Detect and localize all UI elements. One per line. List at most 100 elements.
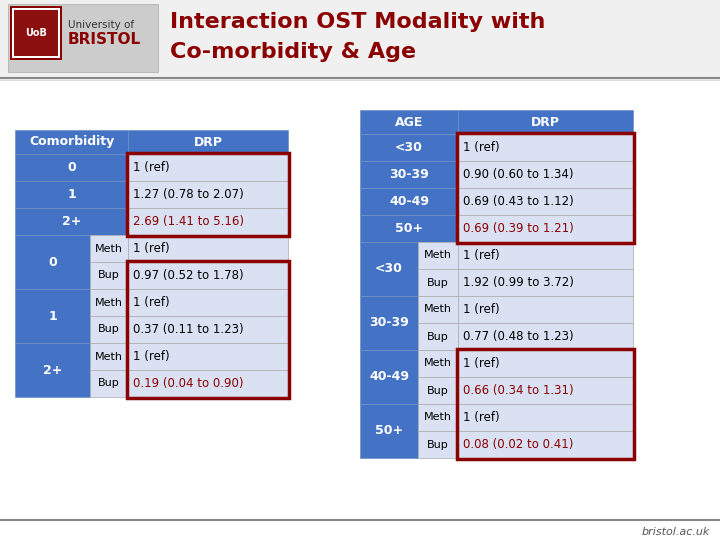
Bar bbox=[15, 208, 128, 235]
Bar bbox=[90, 370, 128, 397]
Text: 0.69 (0.43 to 1.12): 0.69 (0.43 to 1.12) bbox=[463, 195, 574, 208]
Text: 0.69 (0.39 to 1.21): 0.69 (0.39 to 1.21) bbox=[463, 222, 574, 235]
Bar bbox=[90, 235, 128, 262]
Text: 1.92 (0.99 to 3.72): 1.92 (0.99 to 3.72) bbox=[463, 276, 574, 289]
Bar bbox=[458, 161, 633, 188]
Text: 50+: 50+ bbox=[395, 222, 423, 235]
Bar bbox=[458, 377, 633, 404]
Bar bbox=[90, 262, 128, 289]
Text: 40-49: 40-49 bbox=[389, 195, 429, 208]
Text: 0.77 (0.48 to 1.23): 0.77 (0.48 to 1.23) bbox=[463, 330, 574, 343]
Text: 1: 1 bbox=[67, 188, 76, 201]
Bar bbox=[457, 133, 634, 243]
Text: 0.19 (0.04 to 0.90): 0.19 (0.04 to 0.90) bbox=[133, 377, 243, 390]
Text: 0.66 (0.34 to 1.31): 0.66 (0.34 to 1.31) bbox=[463, 384, 574, 397]
Bar bbox=[127, 153, 289, 236]
Text: Meth: Meth bbox=[95, 352, 123, 361]
Text: DRP: DRP bbox=[194, 136, 222, 148]
Text: 1 (ref): 1 (ref) bbox=[133, 242, 170, 255]
Bar bbox=[128, 370, 288, 397]
Bar bbox=[12, 8, 60, 58]
Bar bbox=[360, 110, 458, 134]
Bar bbox=[90, 343, 128, 370]
Text: Meth: Meth bbox=[424, 359, 452, 368]
Bar bbox=[418, 323, 458, 350]
Bar bbox=[418, 269, 458, 296]
Bar bbox=[10, 6, 62, 60]
Bar bbox=[15, 343, 90, 397]
Bar bbox=[360, 161, 458, 188]
Bar bbox=[15, 130, 128, 154]
Text: Bup: Bup bbox=[427, 386, 449, 395]
Bar bbox=[418, 431, 458, 458]
Text: UoB: UoB bbox=[25, 28, 47, 38]
Bar bbox=[0, 0, 720, 80]
Bar bbox=[458, 431, 633, 458]
Text: Co-morbidity & Age: Co-morbidity & Age bbox=[170, 42, 416, 62]
Bar bbox=[127, 261, 289, 398]
Text: Meth: Meth bbox=[424, 251, 452, 260]
Text: 0.08 (0.02 to 0.41): 0.08 (0.02 to 0.41) bbox=[463, 438, 573, 451]
Text: 1 (ref): 1 (ref) bbox=[463, 303, 500, 316]
Text: bristol.ac.uk: bristol.ac.uk bbox=[642, 527, 710, 537]
Text: 0: 0 bbox=[67, 161, 76, 174]
Bar bbox=[418, 350, 458, 377]
Bar bbox=[128, 130, 288, 154]
Text: 1.27 (0.78 to 2.07): 1.27 (0.78 to 2.07) bbox=[133, 188, 244, 201]
Bar bbox=[418, 377, 458, 404]
Bar bbox=[128, 343, 288, 370]
Bar bbox=[458, 188, 633, 215]
Text: Bup: Bup bbox=[98, 271, 120, 280]
Bar bbox=[458, 296, 633, 323]
Text: 30-39: 30-39 bbox=[369, 316, 409, 329]
Bar bbox=[128, 316, 288, 343]
Text: 1 (ref): 1 (ref) bbox=[133, 350, 170, 363]
Bar bbox=[128, 289, 288, 316]
Text: Comorbidity: Comorbidity bbox=[29, 136, 114, 148]
Text: AGE: AGE bbox=[395, 116, 423, 129]
Bar bbox=[90, 289, 128, 316]
Text: 1 (ref): 1 (ref) bbox=[463, 249, 500, 262]
Bar bbox=[458, 134, 633, 161]
Bar bbox=[458, 323, 633, 350]
Text: <30: <30 bbox=[375, 262, 403, 275]
Bar bbox=[458, 350, 633, 377]
Bar bbox=[15, 154, 128, 181]
Text: Meth: Meth bbox=[424, 305, 452, 314]
Bar bbox=[360, 215, 458, 242]
Text: 2.69 (1.41 to 5.16): 2.69 (1.41 to 5.16) bbox=[133, 215, 244, 228]
Bar bbox=[418, 296, 458, 323]
Text: Meth: Meth bbox=[95, 298, 123, 307]
Bar bbox=[128, 154, 288, 181]
Text: 0: 0 bbox=[48, 255, 57, 268]
Text: 0.90 (0.60 to 1.34): 0.90 (0.60 to 1.34) bbox=[463, 168, 574, 181]
Text: 40-49: 40-49 bbox=[369, 370, 409, 383]
Text: Bup: Bup bbox=[98, 379, 120, 388]
Text: Bup: Bup bbox=[427, 278, 449, 287]
Text: 1 (ref): 1 (ref) bbox=[133, 161, 170, 174]
Text: DRP: DRP bbox=[531, 116, 560, 129]
Bar bbox=[360, 134, 458, 161]
Text: 30-39: 30-39 bbox=[389, 168, 429, 181]
Bar bbox=[15, 235, 90, 289]
Bar bbox=[458, 242, 633, 269]
Bar bbox=[90, 316, 128, 343]
Text: Meth: Meth bbox=[424, 413, 452, 422]
Text: 1 (ref): 1 (ref) bbox=[463, 141, 500, 154]
Text: Bup: Bup bbox=[427, 332, 449, 341]
Bar bbox=[458, 404, 633, 431]
Bar bbox=[360, 188, 458, 215]
Bar bbox=[15, 181, 128, 208]
Bar bbox=[360, 296, 418, 350]
Bar bbox=[128, 181, 288, 208]
Text: <30: <30 bbox=[395, 141, 423, 154]
Bar bbox=[360, 404, 418, 458]
Text: 2+: 2+ bbox=[42, 363, 62, 376]
Text: Meth: Meth bbox=[95, 244, 123, 253]
Text: 2+: 2+ bbox=[62, 215, 81, 228]
Bar bbox=[457, 349, 634, 459]
Bar bbox=[8, 4, 158, 72]
Bar bbox=[128, 235, 288, 262]
Text: 1: 1 bbox=[48, 309, 57, 322]
Bar bbox=[360, 350, 418, 404]
